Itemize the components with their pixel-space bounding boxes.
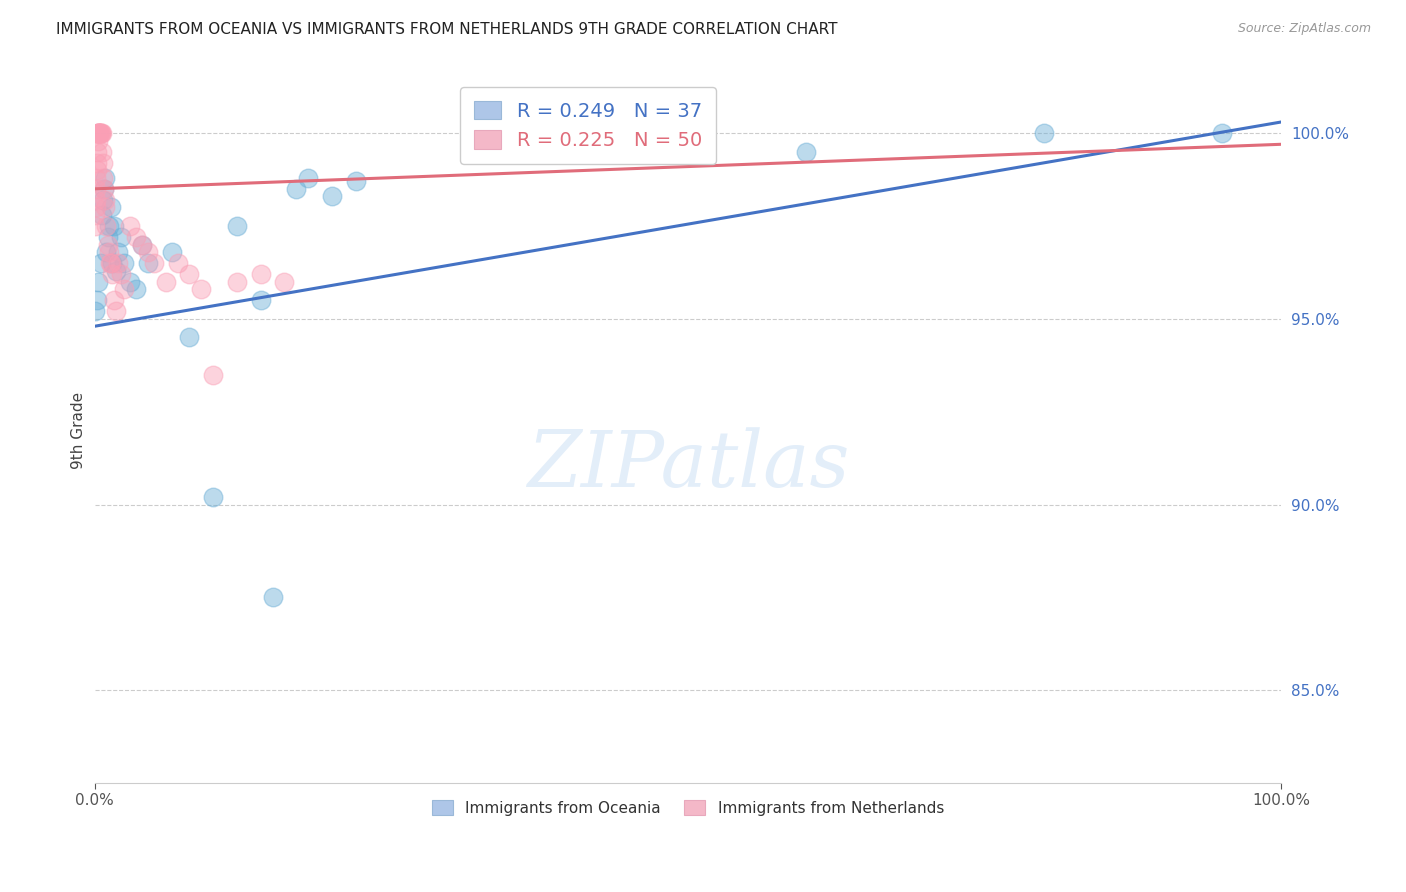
Point <box>202 368 225 382</box>
Point <box>120 219 142 233</box>
Point <box>84 182 107 196</box>
Legend: Immigrants from Oceania, Immigrants from Netherlands: Immigrants from Oceania, Immigrants from… <box>423 791 953 825</box>
Point <box>285 182 308 196</box>
Point <box>136 244 159 259</box>
Point <box>84 193 107 207</box>
Text: ZIPatlas: ZIPatlas <box>527 427 849 504</box>
Point <box>101 267 124 281</box>
Point <box>166 256 188 270</box>
Point <box>97 244 120 259</box>
Point <box>87 126 110 140</box>
Point <box>87 126 110 140</box>
Point <box>87 275 110 289</box>
Point <box>249 293 271 308</box>
Point <box>104 263 127 277</box>
Point <box>91 145 114 159</box>
Point <box>89 126 111 140</box>
Text: Source: ZipAtlas.com: Source: ZipAtlas.com <box>1237 22 1371 36</box>
Point <box>86 293 108 308</box>
Point <box>131 237 153 252</box>
Point <box>90 126 112 140</box>
Point <box>84 208 107 222</box>
Point <box>796 145 818 159</box>
Point <box>100 201 122 215</box>
Point <box>202 490 225 504</box>
Point <box>100 256 122 270</box>
Point <box>103 219 125 233</box>
Point <box>86 170 108 185</box>
Point <box>617 126 640 140</box>
Point <box>273 275 295 289</box>
Point <box>226 275 249 289</box>
Point <box>87 126 110 140</box>
Point <box>84 201 107 215</box>
Point <box>160 244 183 259</box>
Point <box>131 237 153 252</box>
Point <box>89 256 111 270</box>
Point <box>94 170 117 185</box>
Point <box>1032 126 1054 140</box>
Point <box>155 275 177 289</box>
Point <box>534 126 557 140</box>
Point <box>179 330 201 344</box>
Point <box>87 126 110 140</box>
Point <box>104 304 127 318</box>
Point <box>89 126 111 140</box>
Point <box>120 275 142 289</box>
Point <box>262 591 284 605</box>
Point <box>1211 126 1233 140</box>
Point <box>93 182 115 196</box>
Point <box>179 267 201 281</box>
Point <box>91 193 114 207</box>
Y-axis label: 9th Grade: 9th Grade <box>72 392 86 469</box>
Point <box>110 267 132 281</box>
Point <box>96 244 118 259</box>
Point <box>87 126 110 140</box>
Point <box>321 189 343 203</box>
Point <box>93 182 115 196</box>
Point <box>249 267 271 281</box>
Point <box>190 282 212 296</box>
Point <box>83 304 105 318</box>
Point <box>136 256 159 270</box>
Point <box>86 145 108 159</box>
Point <box>96 219 118 233</box>
Point <box>97 230 120 244</box>
Point <box>112 282 135 296</box>
Point <box>110 230 132 244</box>
Point <box>125 230 148 244</box>
Point <box>86 134 108 148</box>
Point <box>86 163 108 178</box>
Point <box>97 237 120 252</box>
Point <box>94 201 117 215</box>
Point <box>89 126 111 140</box>
Point <box>93 193 115 207</box>
Point <box>107 256 129 270</box>
Point <box>91 156 114 170</box>
Point <box>93 170 115 185</box>
Point <box>344 174 367 188</box>
Point <box>226 219 249 233</box>
Point <box>90 208 112 222</box>
Point <box>112 256 135 270</box>
Point <box>142 256 165 270</box>
Text: IMMIGRANTS FROM OCEANIA VS IMMIGRANTS FROM NETHERLANDS 9TH GRADE CORRELATION CHA: IMMIGRANTS FROM OCEANIA VS IMMIGRANTS FR… <box>56 22 838 37</box>
Point <box>101 256 124 270</box>
Point <box>297 170 319 185</box>
Point <box>125 282 148 296</box>
Point <box>98 256 121 270</box>
Point <box>107 244 129 259</box>
Point <box>86 156 108 170</box>
Point <box>90 126 112 140</box>
Point <box>83 219 105 233</box>
Point <box>97 219 120 233</box>
Point <box>103 293 125 308</box>
